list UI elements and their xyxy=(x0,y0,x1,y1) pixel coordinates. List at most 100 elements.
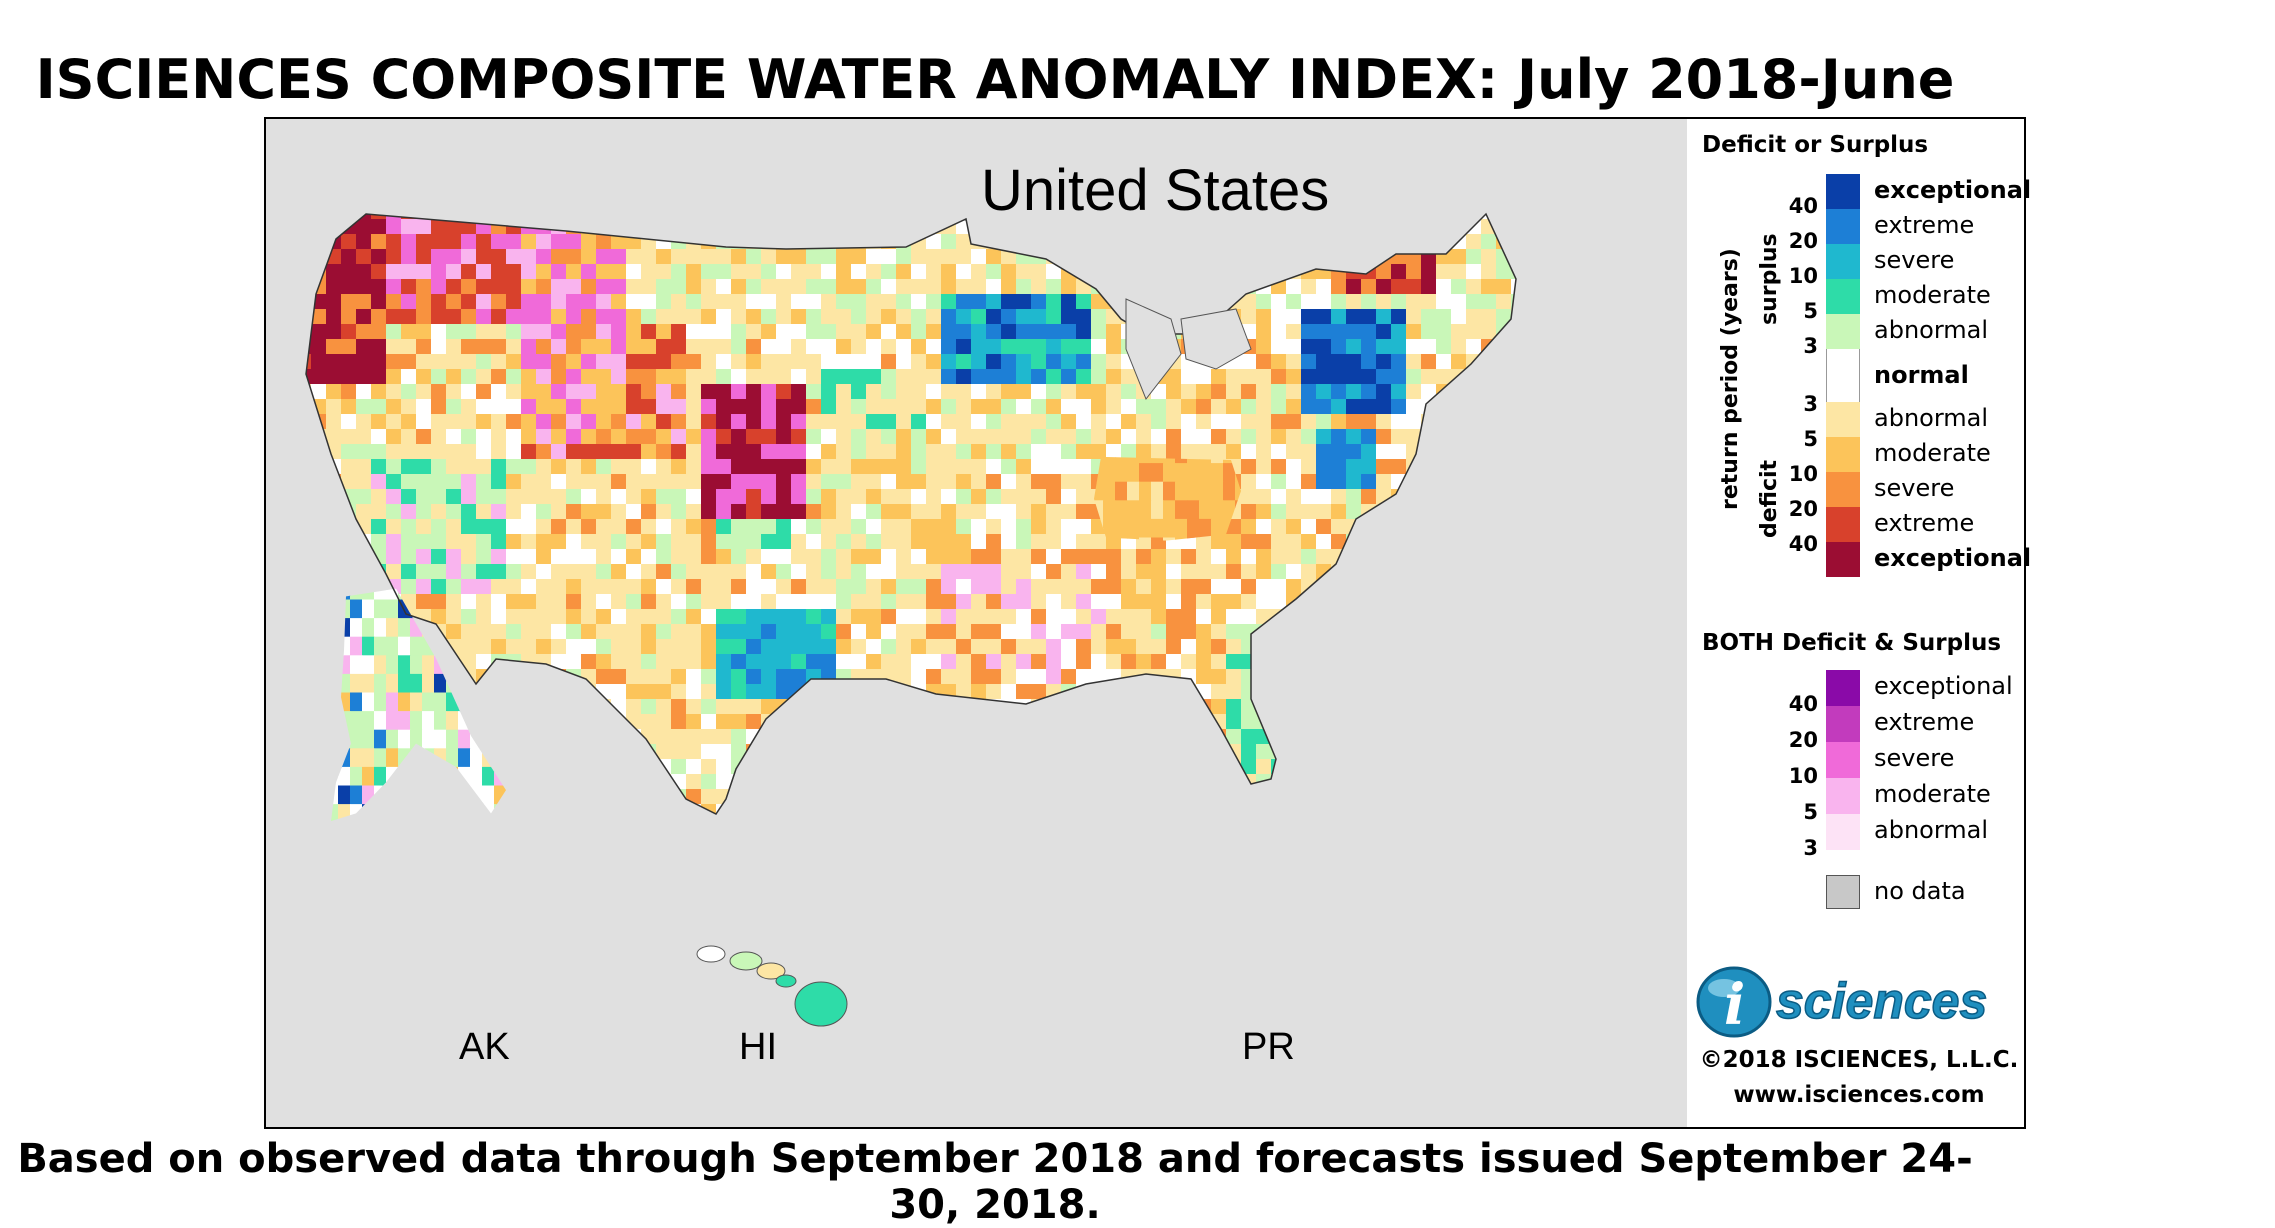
map-cell xyxy=(581,519,597,535)
map-cell xyxy=(626,444,642,460)
map-cell xyxy=(482,785,495,805)
map-cell xyxy=(521,564,537,580)
map-cell xyxy=(746,534,762,550)
map-cell xyxy=(1046,324,1062,340)
map-cell xyxy=(956,639,972,655)
legend-tick-deficit: 40 xyxy=(1788,531,1818,556)
map-cell xyxy=(686,279,702,295)
legend-tick-surplus: 40 xyxy=(1788,194,1818,218)
map-cell xyxy=(911,669,927,685)
map-cell xyxy=(1331,354,1347,370)
map-cell xyxy=(686,474,702,490)
map-cell xyxy=(656,294,672,310)
legend-tick-both: 10 xyxy=(1788,764,1818,788)
map-cell xyxy=(431,294,447,310)
map-cell xyxy=(986,564,1002,580)
map-cell xyxy=(761,669,777,685)
map-cell xyxy=(461,444,477,460)
map-cell xyxy=(371,399,387,415)
map-cell xyxy=(956,294,972,310)
map-cell xyxy=(536,639,552,655)
map-cell xyxy=(701,744,717,760)
map-cell xyxy=(551,324,567,340)
map-cell xyxy=(941,504,957,520)
map-cell xyxy=(836,324,852,340)
map-cell xyxy=(1061,579,1077,595)
map-cell xyxy=(596,339,612,355)
map-cell xyxy=(731,444,747,460)
map-cell xyxy=(1001,264,1017,280)
map-cell xyxy=(416,504,432,520)
map-cell xyxy=(401,429,417,445)
map-cell xyxy=(821,654,837,670)
map-cell xyxy=(1271,459,1287,475)
map-cell xyxy=(656,714,672,730)
map-cell xyxy=(1106,429,1122,445)
map-cell xyxy=(656,324,672,340)
map-cell xyxy=(1151,500,1164,520)
map-cell xyxy=(1076,504,1092,520)
map-cell xyxy=(1139,518,1152,539)
map-cell xyxy=(761,654,777,670)
map-cell xyxy=(1001,444,1017,460)
legend-tick-surplus: 20 xyxy=(1788,229,1818,253)
map-cell xyxy=(1211,669,1227,685)
map-cell xyxy=(1139,463,1152,483)
map-cell xyxy=(941,279,957,295)
map-cell xyxy=(716,594,732,610)
map-cell xyxy=(716,624,732,640)
map-cell xyxy=(956,234,972,250)
map-cell xyxy=(986,354,1002,370)
map-cell xyxy=(776,279,792,295)
map-cell xyxy=(371,324,387,340)
map-cell xyxy=(611,414,627,430)
map-cell xyxy=(896,309,912,325)
map-cell xyxy=(581,264,597,280)
map-cell xyxy=(1271,414,1287,430)
map-cell xyxy=(611,444,627,460)
map-cell xyxy=(791,369,807,385)
map-cell xyxy=(926,639,942,655)
map-cell xyxy=(1241,474,1257,490)
map-cell xyxy=(731,684,747,700)
map-cell xyxy=(1421,384,1437,400)
map-cell xyxy=(446,249,462,265)
map-cell xyxy=(1001,609,1017,625)
map-cell xyxy=(581,384,597,400)
map-cell xyxy=(761,594,777,610)
map-cell xyxy=(1211,444,1227,460)
map-cell xyxy=(581,639,597,655)
map-cell xyxy=(1301,309,1317,325)
map-cell xyxy=(941,609,957,625)
map-cell xyxy=(776,249,792,265)
map-cell xyxy=(776,459,792,475)
map-cell xyxy=(1346,384,1362,400)
map-cell xyxy=(836,309,852,325)
map-cell xyxy=(446,309,462,325)
map-cell xyxy=(581,399,597,415)
map-cell xyxy=(641,549,657,565)
map-cell xyxy=(866,369,882,385)
map-cell xyxy=(434,729,447,750)
map-cell xyxy=(1166,369,1182,385)
map-cell xyxy=(701,444,717,460)
map-cell xyxy=(836,249,852,265)
map-cell xyxy=(1331,429,1347,445)
map-cell xyxy=(446,399,462,415)
map-cell xyxy=(1211,414,1227,430)
map-cell xyxy=(1046,429,1062,445)
map-cell xyxy=(716,264,732,280)
map-cell xyxy=(956,579,972,595)
map-cell xyxy=(821,399,837,415)
map-cell xyxy=(1226,564,1242,580)
map-cell xyxy=(1451,309,1467,325)
map-cell xyxy=(386,354,402,370)
map-cell xyxy=(1256,504,1272,520)
map-cell xyxy=(551,474,567,490)
map-cell xyxy=(926,519,942,535)
map-cell xyxy=(362,766,375,787)
map-cell xyxy=(401,489,417,505)
map-cell xyxy=(851,639,867,655)
map-cell xyxy=(1226,714,1242,730)
map-cell xyxy=(1421,309,1437,325)
